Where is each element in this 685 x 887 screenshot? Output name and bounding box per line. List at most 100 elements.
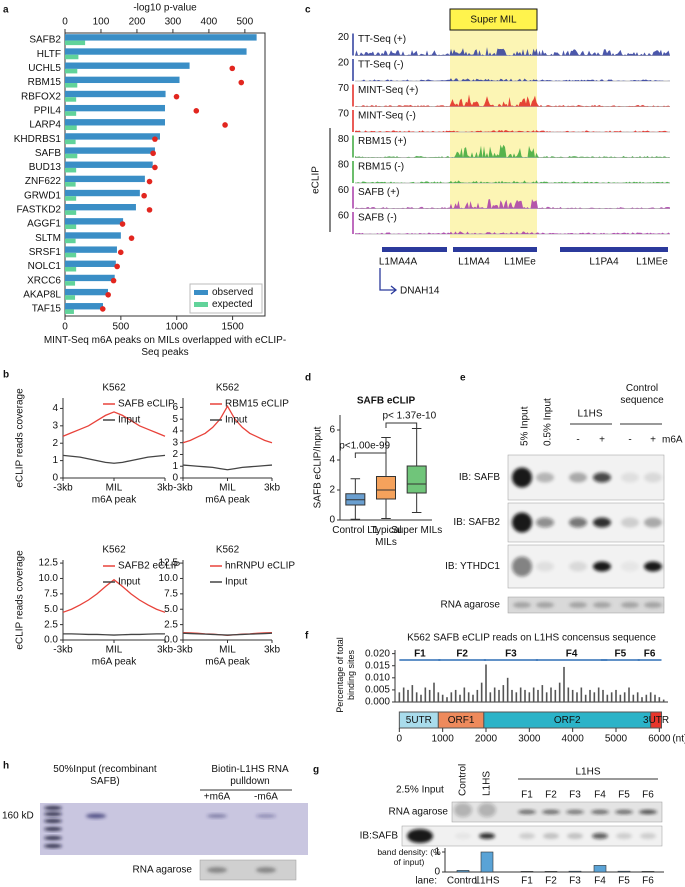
band (616, 833, 632, 839)
band (512, 512, 532, 533)
x-tick-label: Typical MILs (370, 525, 402, 548)
band (644, 561, 662, 572)
blot-label: IB: SAFB2 (453, 517, 500, 528)
bar (65, 238, 76, 244)
y-tick-label: 6 (329, 425, 335, 436)
band (644, 472, 662, 483)
lane-header: Control (458, 764, 469, 796)
bar (65, 147, 155, 154)
x-tick-label: 1000 (432, 734, 455, 745)
legend-label: Input (225, 415, 247, 426)
x2-axis-label: -log10 p-value (133, 3, 197, 14)
x-tick-label: -3kb (173, 645, 193, 656)
band (512, 467, 532, 488)
category-label: RBM15 (28, 77, 62, 88)
point (105, 291, 111, 298)
band (207, 867, 227, 873)
y-tick-label: 0.020 (365, 648, 390, 659)
bar (65, 274, 115, 282)
band (455, 833, 471, 839)
track-name: RBM15 (-) (358, 162, 404, 173)
bar (65, 246, 117, 253)
bar (65, 83, 78, 88)
x-tick-label: 500 (113, 322, 130, 333)
panel-letter: c (305, 5, 311, 16)
legend-label: Input (118, 577, 140, 588)
track-name: MINT-Seq (-) (358, 111, 416, 122)
y-tick-label: 1 (52, 455, 58, 466)
band (639, 809, 657, 815)
legend-label: observed (212, 287, 253, 298)
chart-title: K562 SAFB eCLIP reads on L1HS concensus … (407, 633, 656, 644)
band (640, 833, 656, 839)
y-tick-label: 0.0 (164, 635, 178, 646)
x-tick-label: F5 (618, 876, 630, 887)
treatment-label: m6A (662, 435, 683, 446)
band (592, 833, 608, 839)
lane-header: F2 (545, 790, 557, 801)
bar (65, 54, 79, 60)
band (256, 814, 276, 818)
track-name: SAFB (-) (358, 213, 397, 224)
band (479, 833, 495, 839)
x-tick-label: Control L1 (332, 525, 379, 536)
bar (641, 871, 655, 873)
category-label: SAFB (35, 148, 61, 159)
y-tick-label: 4 (172, 426, 178, 437)
point (146, 178, 153, 185)
x-tick-label: -3kb (173, 483, 193, 494)
legend-swatch (194, 302, 208, 307)
bar (617, 870, 631, 873)
panel-letter: d (305, 373, 311, 384)
legend-label: Input (118, 415, 140, 426)
treatment-sign: - (628, 435, 631, 446)
bar (65, 218, 124, 225)
fragment-label: F3 (505, 649, 517, 660)
band (44, 812, 62, 816)
segment-label: 3UTR (643, 715, 669, 726)
band (454, 803, 472, 817)
lane-header: F1 (521, 790, 533, 801)
fragment-label: F6 (644, 649, 656, 660)
band (536, 472, 554, 483)
band (44, 844, 62, 848)
track-name: TT-Seq (+) (358, 34, 406, 45)
bar (65, 189, 140, 197)
fragment-label: F1 (414, 649, 426, 660)
track-scale: 20 (338, 32, 350, 43)
bar (65, 111, 77, 116)
x-tick-label: 5000 (605, 734, 628, 745)
x-tick-label: 4000 (562, 734, 585, 745)
bar (65, 40, 86, 46)
x-tick-label: 1000 (166, 322, 189, 333)
blot (199, 859, 297, 881)
line-series (62, 454, 166, 464)
x-tick-label: F1 (521, 876, 533, 887)
panel-letter: a (3, 5, 9, 16)
group-header: L1HS (577, 409, 602, 420)
x2-tick-label: 400 (201, 17, 218, 28)
bar (544, 871, 558, 873)
blot-label: RNA agarose (133, 865, 193, 876)
band (569, 602, 587, 608)
x-axis-label: MINT-Seq m6A peaks on MILs overlapped wi… (43, 335, 287, 358)
category-label: RBFOX2 (21, 91, 61, 102)
band (621, 602, 639, 608)
band (512, 556, 532, 577)
legend-label: expected (212, 299, 253, 310)
x-tick-label: 3kb (157, 645, 174, 656)
band (569, 472, 587, 483)
band (591, 809, 609, 815)
lane-header: 5% Input (520, 406, 531, 446)
band (536, 561, 554, 572)
panel-letter: f (305, 631, 309, 642)
bar (593, 865, 607, 873)
category-label: BUD13 (29, 162, 62, 173)
track-name: TT-Seq (-) (358, 60, 404, 71)
bar (65, 48, 247, 55)
band (44, 806, 62, 810)
point (141, 192, 147, 199)
x-tick-label: F3 (569, 876, 581, 887)
bar (65, 161, 153, 168)
